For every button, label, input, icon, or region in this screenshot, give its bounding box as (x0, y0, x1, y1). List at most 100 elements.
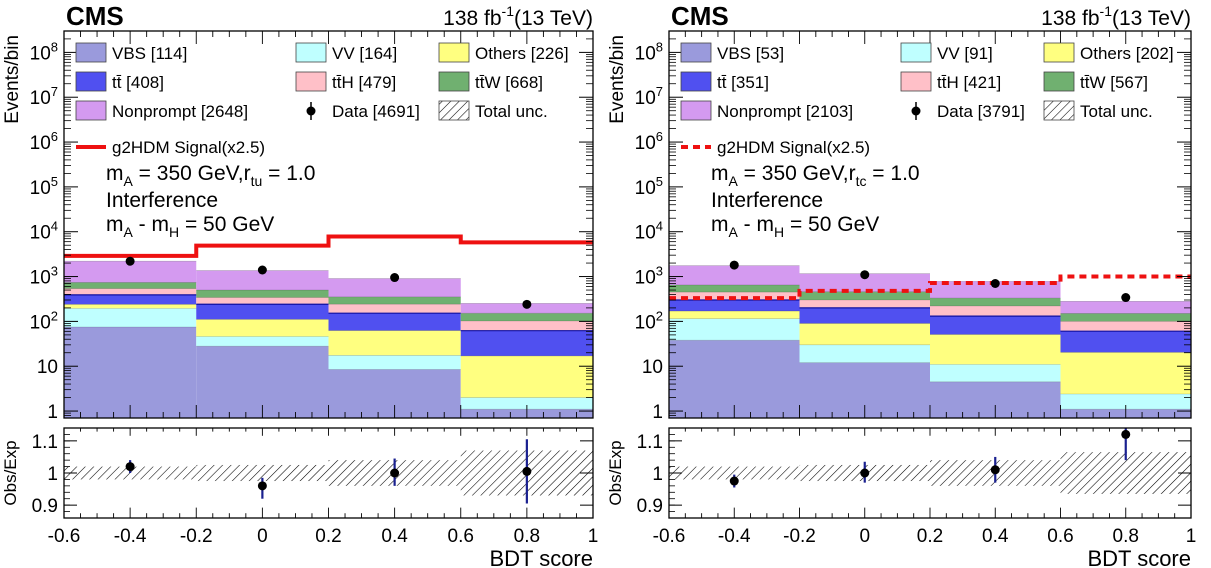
mass-diff-annotation: mA - mH = 50 GeV (106, 213, 274, 240)
y-tick-exp: 3 (51, 264, 58, 279)
coupling-val: = 1.0 (262, 162, 315, 185)
signal-line (669, 274, 1191, 301)
ratio-point-1 (257, 481, 267, 491)
energy-label: (13 TeV) (1112, 7, 1191, 30)
bar-VV-3 (1060, 394, 1191, 410)
ratio-y-tick-label-2: 1.1 (637, 432, 663, 453)
legend-label-Nonprompt: Nonprompt [2103] (717, 102, 853, 121)
bar-ttbar-2 (328, 313, 461, 331)
diff-sub2: H (169, 224, 179, 240)
y-tick-label-1: 10 (37, 357, 58, 378)
bar-Others-3 (1060, 352, 1191, 395)
legend-marker-data (911, 106, 921, 116)
y-tick-base: 10 (30, 312, 51, 333)
lumi-value: 138 fb (443, 7, 501, 30)
legend-swatch-unc (1043, 100, 1075, 121)
bar-ttW-2 (328, 296, 461, 305)
bar-Nonprompt-1 (196, 270, 329, 291)
ratio-y-tick-label-0: 0.9 (32, 496, 58, 517)
x-tick-label-4: 0.2 (315, 526, 341, 547)
y-tick-label-3: 103 (30, 264, 58, 289)
interference-label: Interference (106, 189, 218, 212)
y-tick-exp: 4 (656, 219, 663, 234)
ratio-y-tick-label-0: 0.9 (637, 496, 663, 517)
diff-sub2: H (774, 224, 784, 240)
ratio-y-axis-label: Obs/Exp (1, 440, 20, 505)
x-tick-label-4: 0.2 (917, 526, 943, 547)
legend-label-VBS: VBS [53] (717, 44, 784, 63)
y-tick-base: 10 (635, 178, 656, 199)
bar-Nonprompt-2 (328, 278, 461, 297)
y-tick-exp: 5 (51, 174, 58, 189)
mass-sub: A (729, 173, 739, 189)
bar-Others-1 (799, 323, 930, 345)
lumi-value: 138 fb (1041, 7, 1099, 30)
diff-m1: m (711, 213, 729, 236)
ratio-point-3 (1121, 429, 1131, 439)
bar-ttbar-3 (1060, 331, 1191, 353)
bar-VV-1 (196, 336, 329, 347)
y-tick-label-7: 107 (30, 84, 58, 109)
ratio-point-0 (729, 476, 739, 486)
energy-label: (13 TeV) (514, 7, 593, 30)
data-point-2 (990, 279, 1000, 289)
x-axis-label: BDT score (1087, 546, 1191, 568)
x-tick-label-2: -0.2 (783, 526, 816, 547)
diff-mid: - m (738, 213, 774, 236)
x-tick-label-8: 1 (588, 526, 599, 547)
diff-mid: - m (133, 213, 169, 236)
y-tick-label-0: 1 (47, 402, 58, 423)
coupling-val: = 1.0 (866, 162, 919, 185)
y-tick-base: 1 (47, 402, 58, 423)
legend-swatch-VV (900, 42, 932, 63)
legend-swatch-Others (1043, 42, 1075, 63)
coupling-sub: tu (251, 173, 263, 189)
y-tick-base: 1 (652, 402, 663, 423)
legend-label-data: Data [4691] (332, 102, 420, 121)
legend-label-ttW: tt̄W [668] (475, 73, 543, 92)
lumi-exponent: -1 (502, 3, 515, 19)
bar-ttW-0 (669, 284, 800, 293)
legend-label-VV: VV [164] (332, 44, 397, 63)
y-tick-label-1: 10 (642, 357, 663, 378)
bar-ttH-2 (930, 305, 1061, 317)
bar-ttbar-2 (930, 316, 1061, 335)
legend-label-unc: Total unc. (1080, 102, 1153, 121)
y-tick-base: 10 (30, 43, 51, 64)
interference-label: Interference (711, 189, 823, 212)
legend-label-ttH: tt̄H [479] (332, 73, 396, 92)
ratio-plot-area (669, 428, 1191, 494)
ratio-y-tick-label-1: 1 (652, 464, 663, 485)
bar-Others-3 (460, 355, 593, 398)
diff-tail: = 50 GeV (179, 213, 274, 236)
bar-ttbar-1 (799, 307, 930, 324)
data-point-0 (125, 256, 135, 266)
legend-label-ttW: tt̄W [567] (1080, 73, 1148, 92)
legend-marker-data (306, 106, 316, 116)
y-tick-label-7: 107 (635, 84, 663, 109)
y-tick-label-5: 105 (30, 174, 58, 199)
legend-label-VV: VV [91] (937, 44, 993, 63)
legend-swatch-VBS (75, 42, 107, 63)
bar-VV-2 (930, 364, 1061, 382)
signal-line (64, 234, 593, 258)
y-tick-base: 10 (30, 223, 51, 244)
legend-swatch-ttbar (680, 71, 712, 92)
x-tick-label-1: -0.4 (718, 526, 751, 547)
main-plot-area (669, 260, 1191, 418)
bar-Others-2 (328, 330, 461, 356)
y-tick-exp: 7 (51, 84, 58, 99)
diff-sub1: A (729, 224, 739, 240)
y-tick-label-2: 102 (30, 308, 58, 333)
lumi-exponent: -1 (1100, 3, 1113, 19)
y-tick-exp: 2 (656, 308, 663, 323)
coupling-sub: tc (856, 173, 867, 189)
y-tick-exp: 6 (51, 129, 58, 144)
x-axis-label: BDT score (489, 546, 593, 568)
legend-label-unc: Total unc. (475, 102, 548, 121)
y-tick-label-8: 108 (635, 39, 663, 64)
legend-label-Others: Others [202] (1080, 44, 1174, 63)
data-point-3 (1121, 293, 1131, 303)
